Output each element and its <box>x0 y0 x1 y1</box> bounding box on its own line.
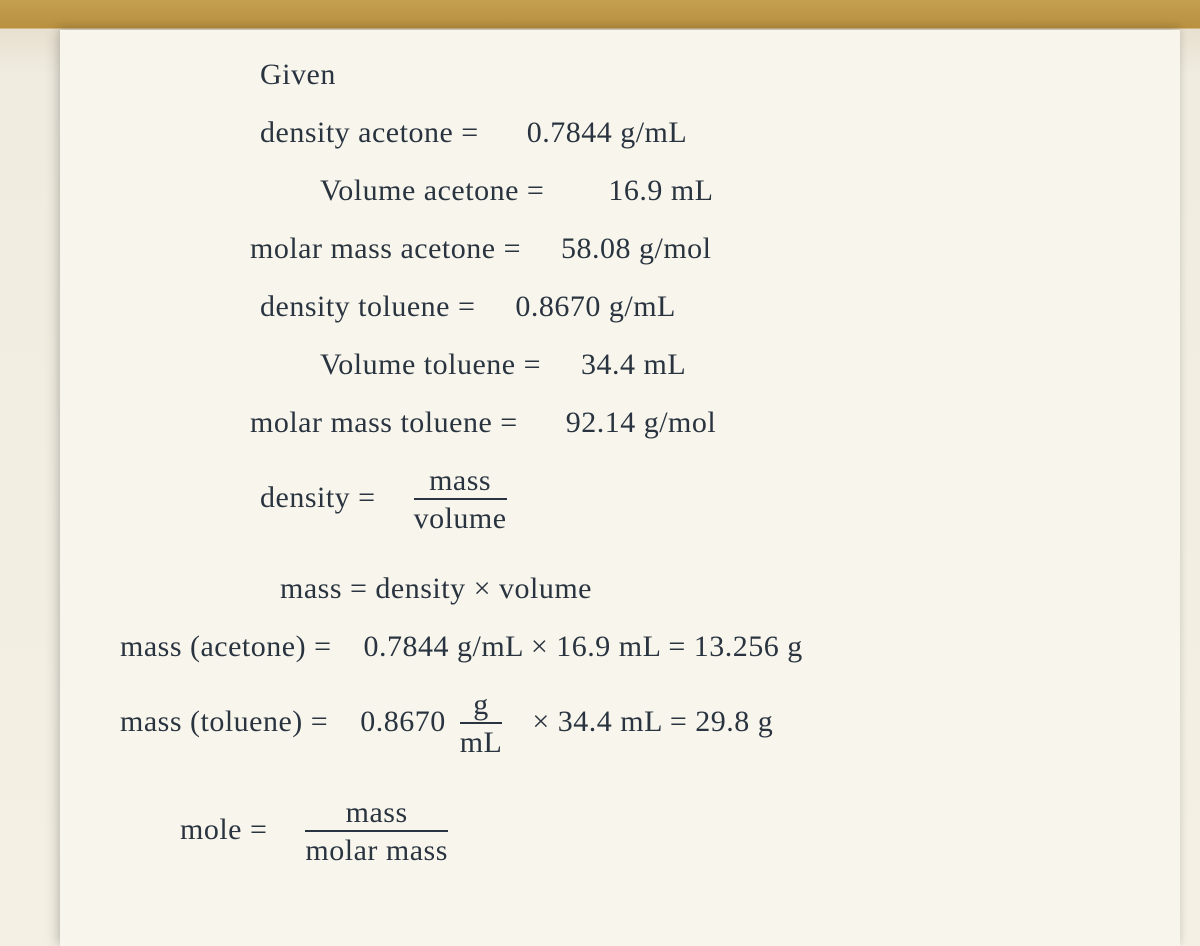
line-volume-acetone: Volume acetone = 16.9 mL <box>320 176 1140 206</box>
lhs: mass (acetone) = <box>120 630 332 663</box>
unit-fraction: g mL <box>460 690 503 758</box>
line-mass-acetone: mass (acetone) = 0.7844 g/mL × 16.9 mL =… <box>120 632 1140 662</box>
value: 34.4 mL <box>581 348 686 381</box>
label: Volume toluene = <box>320 348 541 381</box>
denominator: molar mass <box>305 832 447 866</box>
lhs: mass (toluene) = <box>120 705 328 738</box>
denominator: mL <box>460 724 503 758</box>
line-volume-toluene: Volume toluene = 34.4 mL <box>320 350 1140 380</box>
line-density-acetone: density acetone = 0.7844 g/mL <box>260 118 1140 148</box>
value: 0.8670 g/mL <box>515 290 676 323</box>
value: 16.9 mL <box>608 174 713 207</box>
lhs: mole = <box>180 813 267 846</box>
line-density-toluene: density toluene = 0.8670 g/mL <box>260 292 1140 322</box>
line-molar-mass-toluene: molar mass toluene = 92.14 g/mol <box>250 408 1140 438</box>
lhs: density = <box>260 481 376 514</box>
coeff: 0.8670 <box>360 705 446 738</box>
numerator: g <box>460 690 503 724</box>
label: density acetone = <box>260 116 479 149</box>
value: 92.14 g/mol <box>566 406 717 439</box>
numerator: mass <box>414 466 507 500</box>
line-mass-toluene: mass (toluene) = 0.8670 g mL × 34.4 mL =… <box>120 690 1140 758</box>
value: 0.7844 g/mL <box>527 116 688 149</box>
denominator: volume <box>414 500 507 534</box>
rhs: × 34.4 mL = 29.8 g <box>532 705 773 738</box>
label: molar mass toluene = <box>250 406 518 439</box>
paper-sheet: Given density acetone = 0.7844 g/mL Volu… <box>60 30 1180 946</box>
label: density toluene = <box>260 290 475 323</box>
value: 58.08 g/mol <box>561 232 712 265</box>
numerator: mass <box>305 798 447 832</box>
line-mass-formula: mass = density × volume <box>280 574 1140 604</box>
label: molar mass acetone = <box>250 232 521 265</box>
fraction: mass volume <box>414 466 507 534</box>
rhs: 0.7844 g/mL × 16.9 mL = 13.256 g <box>364 630 803 663</box>
line-mole-formula: mole = mass molar mass <box>180 798 1140 866</box>
line-given: Given <box>260 60 1140 90</box>
fraction: mass molar mass <box>305 798 447 866</box>
label: Volume acetone = <box>320 174 544 207</box>
line-molar-mass-acetone: molar mass acetone = 58.08 g/mol <box>250 234 1140 264</box>
line-density-formula: density = mass volume <box>260 466 1140 534</box>
